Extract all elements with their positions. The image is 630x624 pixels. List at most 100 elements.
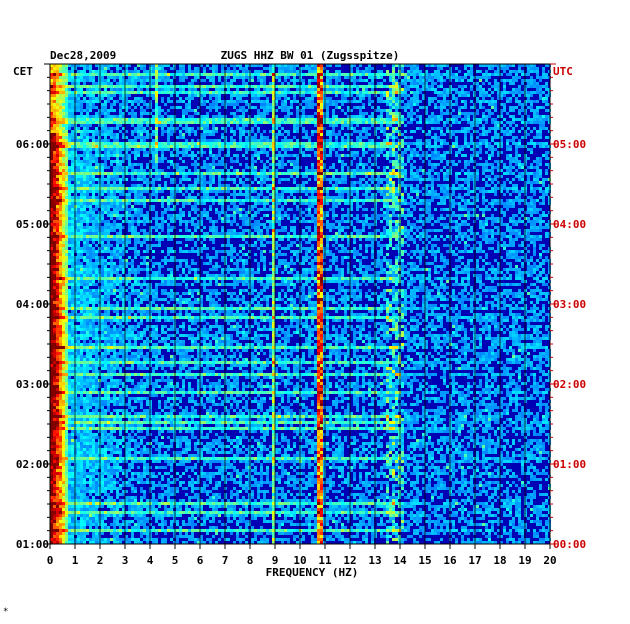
- heatmap-cell: [362, 97, 365, 100]
- heatmap-cell: [203, 142, 206, 145]
- heatmap-cell: [143, 82, 146, 85]
- heatmap-cell: [212, 130, 215, 133]
- heatmap-cell: [377, 118, 380, 121]
- heatmap-cell: [491, 172, 494, 175]
- heatmap-cell: [497, 88, 500, 91]
- heatmap-cell: [65, 142, 68, 145]
- heatmap-cell: [191, 85, 194, 88]
- heatmap-cell: [536, 172, 539, 175]
- heatmap-cell: [512, 184, 515, 187]
- heatmap-cell: [209, 76, 212, 79]
- heatmap-cell: [389, 136, 392, 139]
- heatmap-cell: [518, 94, 521, 97]
- heatmap-cell: [272, 79, 275, 82]
- heatmap-cell: [314, 112, 317, 115]
- heatmap-cell: [113, 151, 116, 154]
- heatmap-cell: [458, 106, 461, 109]
- heatmap-cell: [347, 94, 350, 97]
- heatmap-cell: [89, 169, 92, 172]
- heatmap-cell: [419, 76, 422, 79]
- heatmap-cell: [269, 85, 272, 88]
- heatmap-cell: [167, 148, 170, 151]
- heatmap-cell: [254, 106, 257, 109]
- heatmap-cell: [410, 169, 413, 172]
- heatmap-cell: [296, 109, 299, 112]
- heatmap-cell: [164, 76, 167, 79]
- heatmap-cell: [107, 166, 110, 169]
- heatmap-cell: [167, 76, 170, 79]
- heatmap-cell: [497, 67, 500, 70]
- heatmap-cell: [365, 88, 368, 91]
- heatmap-cell: [437, 118, 440, 121]
- heatmap-cell: [83, 148, 86, 151]
- heatmap-cell: [233, 85, 236, 88]
- heatmap-cell: [203, 70, 206, 73]
- heatmap-cell: [317, 67, 320, 70]
- heatmap-cell: [437, 73, 440, 76]
- heatmap-cell: [470, 100, 473, 103]
- heatmap-cell: [230, 112, 233, 115]
- heatmap-cell: [236, 169, 239, 172]
- heatmap-cell: [368, 169, 371, 172]
- heatmap-cell: [281, 187, 284, 190]
- heatmap-cell: [191, 151, 194, 154]
- heatmap-cell: [155, 121, 158, 124]
- heatmap-cell: [80, 142, 83, 145]
- heatmap-cell: [83, 157, 86, 160]
- heatmap-cell: [287, 82, 290, 85]
- heatmap-cell: [347, 100, 350, 103]
- heatmap-cell: [353, 85, 356, 88]
- heatmap-cell: [491, 151, 494, 154]
- heatmap-cell: [338, 91, 341, 94]
- heatmap-cell: [443, 190, 446, 193]
- heatmap-cell: [494, 187, 497, 190]
- heatmap-cell: [275, 121, 278, 124]
- heatmap-cell: [188, 193, 191, 196]
- heatmap-cell: [107, 193, 110, 196]
- heatmap-cell: [326, 70, 329, 73]
- heatmap-cell: [434, 121, 437, 124]
- heatmap-cell: [212, 190, 215, 193]
- heatmap-cell: [344, 121, 347, 124]
- heatmap-cell: [143, 190, 146, 193]
- heatmap-cell: [251, 136, 254, 139]
- heatmap-cell: [176, 106, 179, 109]
- heatmap-cell: [482, 172, 485, 175]
- heatmap-cell: [494, 190, 497, 193]
- heatmap-cell: [533, 121, 536, 124]
- heatmap-cell: [197, 94, 200, 97]
- heatmap-cell: [539, 157, 542, 160]
- heatmap-cell: [362, 103, 365, 106]
- heatmap-cell: [536, 76, 539, 79]
- heatmap-cell: [143, 118, 146, 121]
- heatmap-cell: [95, 85, 98, 88]
- heatmap-cell: [128, 112, 131, 115]
- heatmap-cell: [89, 148, 92, 151]
- heatmap-cell: [308, 103, 311, 106]
- heatmap-cell: [389, 121, 392, 124]
- heatmap-cell: [62, 154, 65, 157]
- heatmap-cell: [320, 190, 323, 193]
- heatmap-cell: [77, 130, 80, 133]
- heatmap-cell: [506, 91, 509, 94]
- heatmap-cell: [353, 181, 356, 184]
- heatmap-cell: [470, 85, 473, 88]
- heatmap-cell: [377, 91, 380, 94]
- heatmap-cell: [293, 67, 296, 70]
- heatmap-cell: [350, 190, 353, 193]
- heatmap-cell: [80, 148, 83, 151]
- heatmap-cell: [107, 67, 110, 70]
- heatmap-cell: [245, 100, 248, 103]
- heatmap-cell: [272, 103, 275, 106]
- heatmap-cell: [539, 136, 542, 139]
- heatmap-cell: [236, 100, 239, 103]
- heatmap-cell: [515, 151, 518, 154]
- heatmap-cell: [320, 112, 323, 115]
- heatmap-cell: [77, 76, 80, 79]
- heatmap-cell: [512, 187, 515, 190]
- heatmap-cell: [386, 166, 389, 169]
- heatmap-cell: [284, 148, 287, 151]
- heatmap-cell: [185, 121, 188, 124]
- heatmap-cell: [155, 136, 158, 139]
- heatmap-cell: [65, 148, 68, 151]
